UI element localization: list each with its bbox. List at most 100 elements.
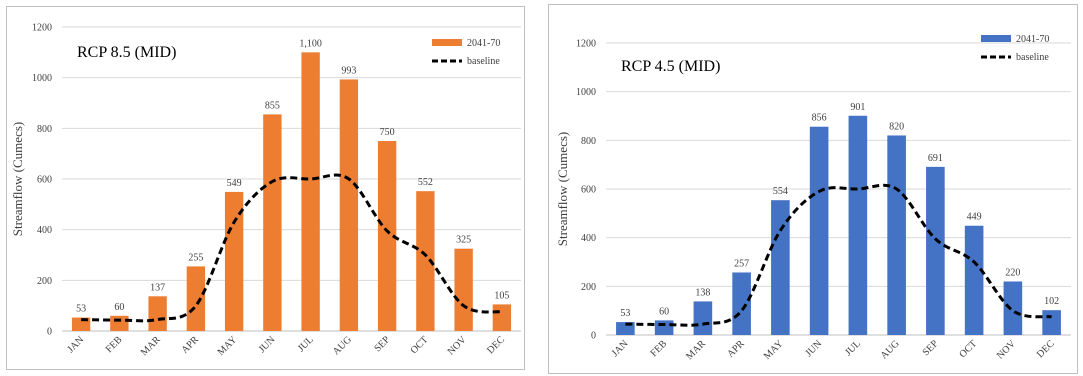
legend-label: 2041-70: [467, 38, 500, 49]
data-label: 855: [265, 100, 280, 111]
bar-apr: [186, 266, 206, 331]
data-label: 1,100: [299, 38, 322, 49]
x-tick-label: JUN: [257, 334, 278, 355]
y-tick-label: 600: [37, 175, 52, 186]
x-tick-label: JUL: [843, 338, 863, 358]
x-tick-label: JUL: [296, 334, 316, 354]
legend-label: baseline: [1016, 52, 1049, 63]
bar-mar: [693, 301, 713, 335]
y-tick-label: 200: [37, 276, 52, 287]
data-label: 901: [850, 102, 865, 113]
x-tick-label: SEP: [921, 338, 941, 358]
bar-sep: [377, 141, 397, 331]
x-tick-label: AUG: [331, 334, 354, 357]
bar-may: [771, 200, 790, 335]
data-label: 220: [1005, 267, 1020, 278]
legend-swatch-bar: [981, 35, 1011, 42]
y-tick-label: 1200: [576, 39, 596, 50]
bar-sep: [926, 166, 945, 335]
data-label: 993: [341, 65, 356, 76]
x-tick-label: MAY: [216, 334, 240, 358]
y-tick-label: 1000: [32, 73, 52, 84]
y-tick-label: 1200: [32, 23, 52, 34]
chart-rcp45: 0 200 400 600 800 1000 1200 Streamflow (Cumecs)…: [555, 34, 1071, 362]
data-label: 691: [928, 153, 943, 164]
legend-swatch-bar: [432, 39, 462, 46]
x-tick-label: MAY: [762, 338, 786, 362]
bar-jul: [848, 115, 868, 335]
bar-aug: [887, 135, 906, 335]
bar-may: [224, 191, 244, 331]
x-tick-label: DEC: [1035, 338, 1057, 360]
x-tick-label: JUN: [803, 338, 824, 359]
x-tick-label: OCT: [957, 338, 979, 360]
data-label: 137: [150, 282, 165, 293]
bar-oct: [964, 225, 984, 335]
x-tick-label: FEB: [104, 334, 125, 355]
y-tick-label: 800: [37, 124, 52, 135]
bar-jul: [301, 52, 320, 331]
chart-panel-rcp45: 0 200 400 600 800 1000 1200 Streamflow (Cumecs)…: [548, 4, 1078, 374]
y-tick-label: 400: [37, 225, 52, 236]
bar-apr: [732, 272, 751, 335]
data-label: 549: [227, 178, 242, 189]
chart-title: RCP 8.5 (MID): [77, 44, 176, 61]
x-tick-label: JAN: [610, 338, 631, 359]
y-tick-label: 0: [47, 327, 52, 338]
data-label: 255: [188, 252, 203, 263]
data-label: 750: [380, 127, 395, 138]
x-tick-label: DEC: [485, 334, 507, 356]
bar-oct: [416, 191, 435, 331]
y-tick-label: 600: [581, 185, 596, 196]
x-tick-label: FEB: [648, 338, 669, 359]
x-tick-label: MAR: [684, 338, 708, 362]
data-label: 856: [812, 113, 827, 124]
x-tick-label: MAR: [139, 334, 163, 358]
y-tick-label: 400: [581, 233, 596, 244]
bar-jun: [809, 126, 829, 335]
chart-title: RCP 4.5 (MID): [621, 58, 720, 75]
y-tick-label: 0: [591, 331, 596, 342]
x-tick-label: APR: [725, 338, 747, 360]
bar-feb: [654, 320, 674, 335]
y-tick-label: 200: [581, 282, 596, 293]
bar-dec: [1042, 310, 1061, 335]
legend-label: 2041-70: [1016, 34, 1049, 45]
baseline-line: [625, 183, 1052, 327]
x-tick-label: NOV: [995, 338, 1019, 362]
bar-aug: [339, 79, 359, 331]
chart-panel-rcp85: 0 200 400 600 800 1000 1200 Streamflow (Cumecs)…: [6, 6, 525, 370]
y-tick-label: 800: [581, 136, 596, 147]
bar-dec: [492, 304, 512, 331]
bar-feb: [110, 315, 129, 331]
y-axis-label: Streamflow (Cumecs): [10, 122, 25, 236]
x-tick-label: JAN: [65, 334, 86, 355]
bar-nov: [1003, 281, 1023, 335]
baseline-line: [81, 173, 503, 323]
bar-nov: [454, 248, 473, 331]
data-label: 325: [456, 235, 471, 246]
data-label: 102: [1044, 296, 1059, 307]
x-tick-label: OCT: [409, 334, 431, 356]
data-label: 449: [967, 212, 982, 223]
data-label: 105: [494, 290, 509, 301]
y-tick-label: 1000: [576, 87, 596, 98]
data-label: 820: [889, 121, 904, 132]
chart-rcp85: 0 200 400 600 800 1000 1200 Streamflow (Cumecs)…: [10, 23, 521, 358]
x-tick-label: SEP: [372, 334, 392, 354]
bar-mar: [148, 296, 167, 331]
x-tick-label: APR: [179, 334, 201, 356]
data-label: 552: [418, 177, 433, 188]
x-tick-label: NOV: [446, 334, 470, 358]
x-tick-label: AUG: [879, 338, 902, 361]
data-label: 257: [734, 258, 749, 269]
data-label: 138: [695, 287, 710, 298]
data-label: 554: [773, 186, 788, 197]
data-label: 53: [620, 308, 630, 319]
data-label: 60: [659, 306, 669, 317]
data-label: 53: [76, 304, 86, 315]
legend-label: baseline: [467, 56, 500, 67]
data-label: 60: [114, 302, 124, 313]
bar-jun: [263, 114, 282, 332]
y-axis-label: Streamflow (Cumecs): [555, 132, 570, 246]
